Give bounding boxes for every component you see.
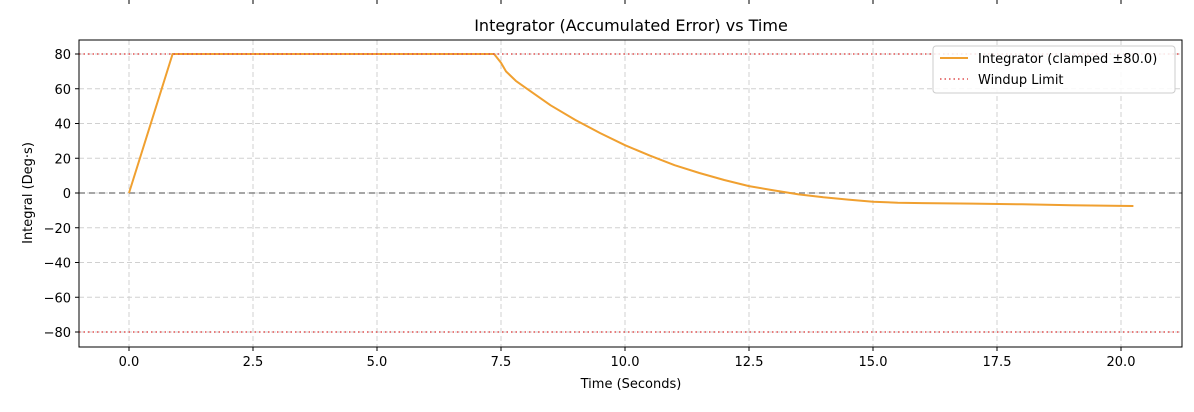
x-tick-label: 17.5 [983,355,1012,370]
y-axis-ticks: −80 −60 −40 −20 0 20 40 60 80 [44,48,79,341]
y-tick-label: 20 [54,152,71,167]
integrator-line [128,53,1134,207]
y-axis-label: Integral (Deg·s) [21,142,36,244]
legend-box [932,45,1176,94]
x-tick-label: 15.0 [859,355,888,370]
y-tick-label: 80 [54,48,71,63]
x-tick-label: 12.5 [735,355,764,370]
upper-axis-ticks [128,0,1122,4]
x-axis-ticks: 0.0 2.5 5.0 7.5 10.0 12.5 15.0 17.5 20.0 [119,347,1136,370]
y-tick-label: −80 [44,326,71,341]
x-tick-label: 0.0 [119,355,140,370]
x-axis-label: Time (Seconds) [580,377,682,392]
y-tick-label: 40 [54,118,71,133]
y-tick-label: 0 [63,187,71,202]
x-tick-label: 5.0 [367,355,388,370]
x-tick-label: 20.0 [1107,355,1136,370]
x-tick-label: 10.0 [611,355,640,370]
y-tick-label: −20 [44,222,71,237]
y-tick-label: 60 [54,83,71,98]
legend-integrator-label: Integrator (clamped ±80.0) [978,52,1157,67]
chart-title: Integrator (Accumulated Error) vs Time [474,16,788,35]
x-tick-label: 7.5 [491,355,512,370]
x-tick-label: 2.5 [243,355,264,370]
legend: Integrator (clamped ±80.0) Windup Limit [932,45,1176,94]
y-tick-label: −60 [44,291,71,306]
legend-windup-label: Windup Limit [978,73,1064,88]
y-tick-label: −40 [44,257,71,272]
